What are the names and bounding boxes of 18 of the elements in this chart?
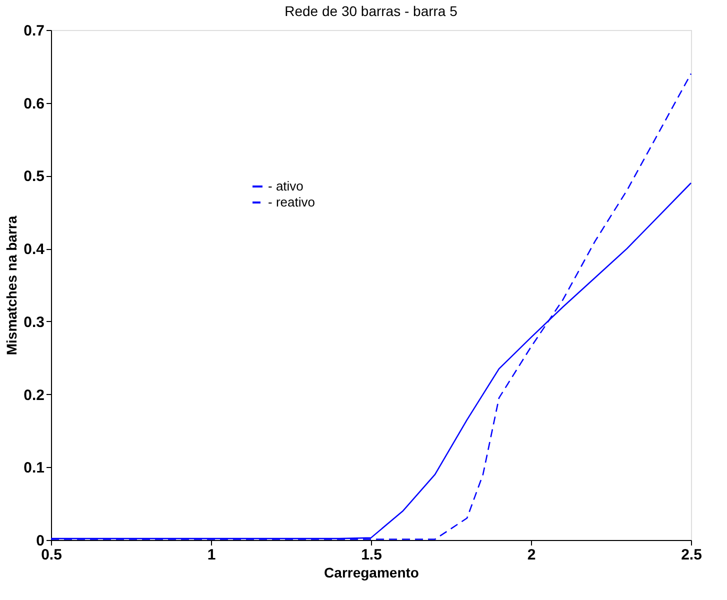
x-tick-label: 1 xyxy=(207,546,216,564)
x-axis-title: Carregamento xyxy=(324,564,419,580)
y-tick-label: 0.7 xyxy=(24,22,44,40)
y-tick-label: 0.5 xyxy=(24,168,44,186)
x-tick-label: 0.5 xyxy=(41,546,62,564)
y-tick-label: 0.3 xyxy=(24,314,44,331)
y-tick-label: 0.2 xyxy=(24,386,44,404)
y-tick-label: 0.6 xyxy=(24,95,44,112)
y-axis-title: Mismatches na barra xyxy=(4,216,20,356)
y-tick-label: 0.4 xyxy=(24,241,46,258)
x-tick-label: 2.5 xyxy=(681,546,702,564)
y-tick-label: 0 xyxy=(36,532,44,550)
legend-label: - reativo xyxy=(268,194,315,210)
y-tick-label: 0.1 xyxy=(24,460,44,477)
x-tick-label: 2 xyxy=(527,546,536,564)
chart-title: Rede de 30 barras - barra 5 xyxy=(284,3,458,19)
legend-label: - ativo xyxy=(268,178,304,194)
x-tick-label: 1.5 xyxy=(361,546,382,564)
